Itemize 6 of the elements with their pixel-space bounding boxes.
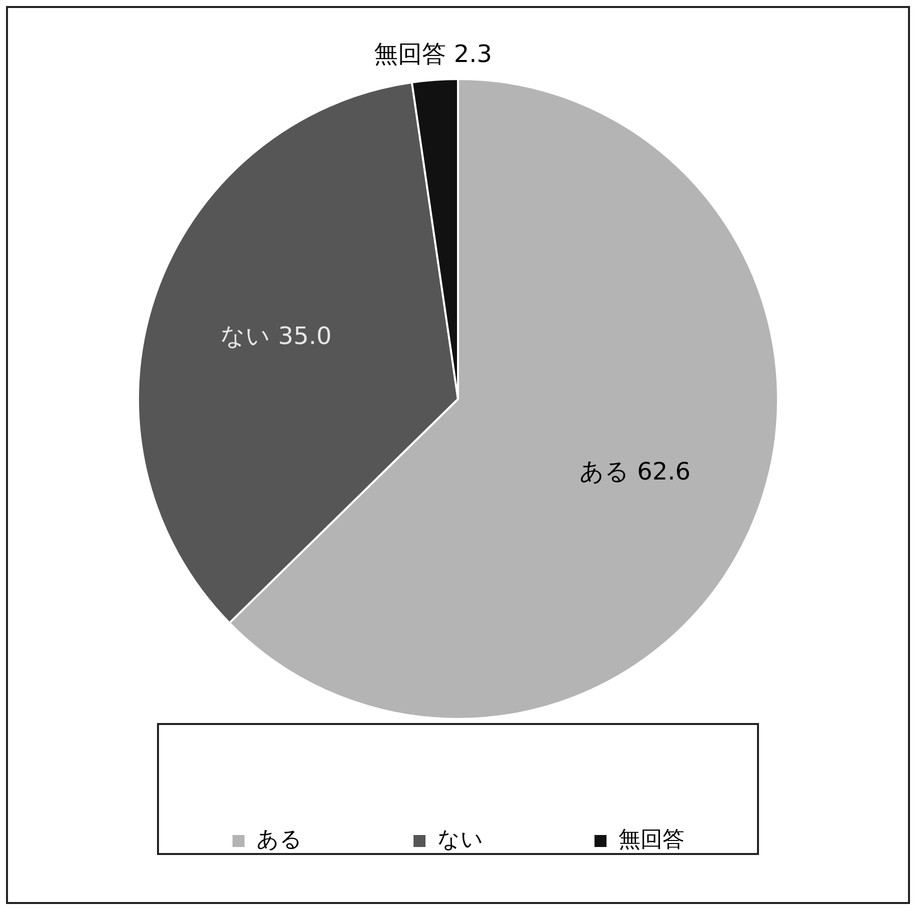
legend-label: 無回答 [618,828,684,853]
category-label: ない 35.0 [220,322,332,350]
category-label: 無回答 2.3 [374,40,492,68]
legend-label: ない [438,828,484,853]
legend-label: ある [256,828,302,853]
category-label: ある 62.6 [579,458,691,486]
